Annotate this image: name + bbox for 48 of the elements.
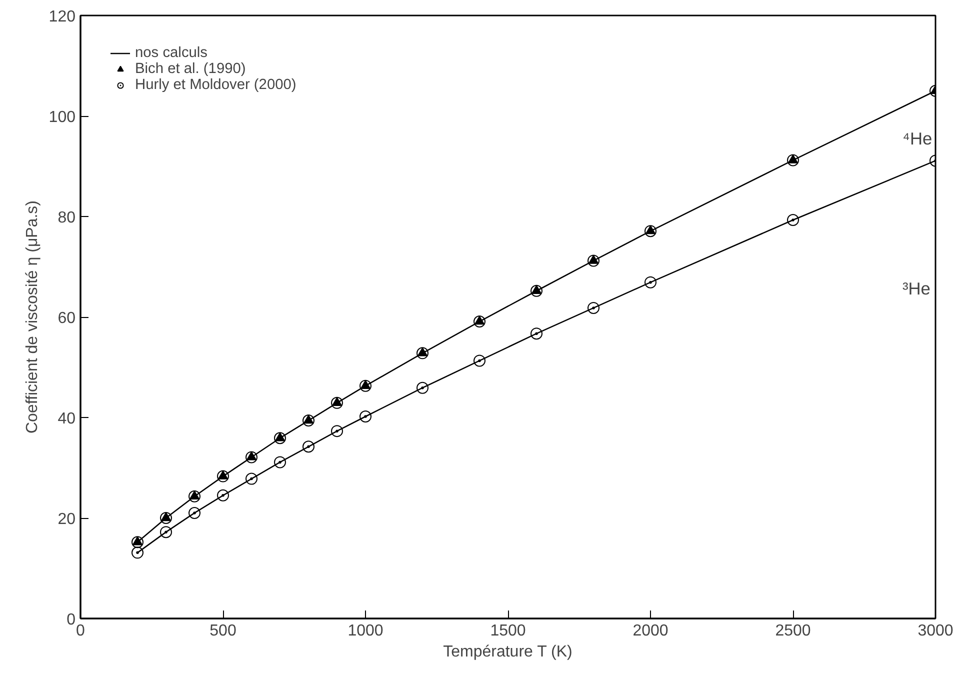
point [217, 489, 229, 502]
legend-label: Bich et al. (1990) [135, 61, 246, 77]
point [217, 470, 229, 482]
point [644, 276, 656, 288]
y-tick-label: 120 [48, 8, 76, 26]
legend-label: Hurly et Moldover (2000) [135, 77, 296, 93]
point [474, 354, 486, 367]
x-tick-label: 1500 [490, 622, 526, 640]
x-tick-label: 500 [210, 622, 236, 640]
y-tick-label: 40 [58, 410, 76, 428]
y-tick-label: 100 [48, 109, 76, 126]
legend-label: nos calculs [135, 45, 208, 61]
point [588, 302, 600, 314]
point [530, 328, 542, 340]
x-tick-label: 2500 [775, 622, 811, 640]
x-tick-label: 3000 [918, 622, 954, 640]
point [274, 432, 286, 444]
point [418, 347, 428, 356]
point [302, 440, 314, 453]
y-tick-label: 60 [58, 310, 76, 327]
point [246, 451, 258, 464]
y-tick-label: 80 [58, 210, 76, 226]
point [588, 255, 598, 264]
x-tick-label: 1000 [348, 622, 384, 640]
point [274, 456, 286, 468]
point [416, 382, 428, 394]
point [132, 546, 144, 559]
point [787, 214, 799, 226]
point [644, 225, 656, 238]
point [331, 425, 343, 438]
x-tick-label: 2000 [632, 622, 668, 640]
point [474, 316, 486, 328]
annotation: ³He [902, 278, 930, 298]
point [160, 526, 172, 538]
point [188, 506, 200, 519]
annotation: ⁴He [902, 128, 932, 148]
point [331, 396, 343, 409]
point [218, 470, 228, 480]
y-axis-title: Coefficient de viscosité η (μPa.s) [24, 200, 41, 434]
point [246, 452, 256, 460]
point [188, 490, 200, 502]
point [788, 154, 798, 164]
point [360, 410, 372, 422]
point [246, 472, 258, 485]
y-tick-label: 0 [66, 612, 76, 628]
point [360, 380, 372, 392]
x-axis-title: Température T (K) [443, 644, 572, 660]
y-tick-label: 20 [58, 511, 76, 528]
